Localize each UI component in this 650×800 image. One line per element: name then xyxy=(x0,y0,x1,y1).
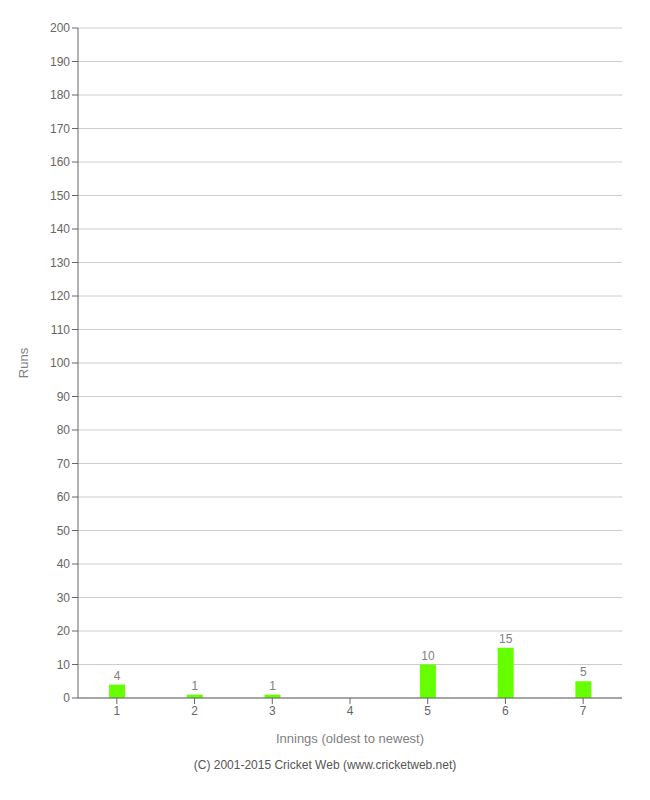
svg-text:40: 40 xyxy=(57,557,71,571)
svg-text:130: 130 xyxy=(50,256,70,270)
svg-text:110: 110 xyxy=(51,323,70,337)
svg-text:7: 7 xyxy=(580,704,587,718)
svg-text:6: 6 xyxy=(502,704,509,718)
svg-text:100: 100 xyxy=(50,356,70,370)
svg-text:160: 160 xyxy=(50,155,70,169)
html-text:(C) 2001-2015 Cricket Web (www: (C) 2001-2015 Cricket Web (www.cricketwe… xyxy=(193,758,457,772)
svg-text:20: 20 xyxy=(57,624,71,638)
svg-text:Runs: Runs xyxy=(16,347,31,378)
svg-text:Innings (oldest to newest): Innings (oldest to newest) xyxy=(276,731,424,746)
svg-text:5: 5 xyxy=(424,704,431,718)
svg-text:190: 190 xyxy=(50,55,70,69)
svg-text:1: 1 xyxy=(191,679,198,693)
svg-text:4: 4 xyxy=(114,669,121,683)
svg-text:2: 2 xyxy=(191,704,198,718)
svg-text:170: 170 xyxy=(50,122,70,136)
svg-text:15: 15 xyxy=(499,632,513,646)
svg-text:200: 200 xyxy=(50,21,70,35)
svg-text:1: 1 xyxy=(114,704,121,718)
svg-text:150: 150 xyxy=(50,189,70,203)
svg-text:140: 140 xyxy=(50,222,70,236)
svg-text:4: 4 xyxy=(347,704,354,718)
svg-text:80: 80 xyxy=(57,423,71,437)
svg-text:120: 120 xyxy=(50,289,70,303)
svg-text:5: 5 xyxy=(580,665,587,679)
svg-text:3: 3 xyxy=(269,704,276,718)
svg-text:50: 50 xyxy=(57,524,71,538)
svg-text:10: 10 xyxy=(57,658,71,672)
svg-text:1: 1 xyxy=(269,679,276,693)
svg-text:0: 0 xyxy=(63,691,70,705)
svg-text:180: 180 xyxy=(50,88,70,102)
svg-text:30: 30 xyxy=(57,591,71,605)
svg-text:90: 90 xyxy=(57,390,71,404)
svg-text:60: 60 xyxy=(57,490,71,504)
svg-text:70: 70 xyxy=(57,457,71,471)
svg-text:10: 10 xyxy=(421,649,435,663)
